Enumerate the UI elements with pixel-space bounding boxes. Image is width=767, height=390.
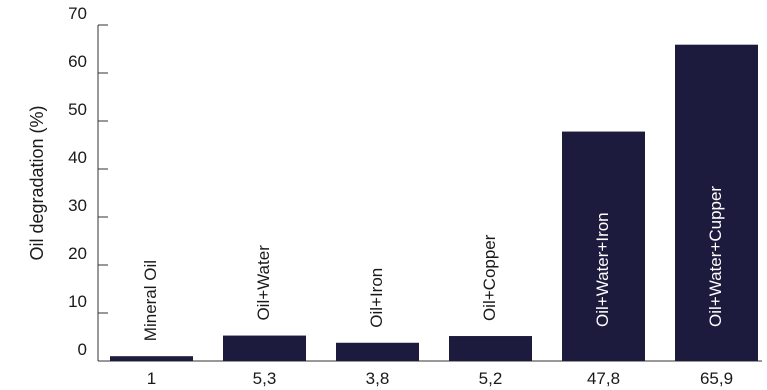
x-value-label: 47,8 <box>587 369 620 388</box>
x-axis-value-labels: 1 5,3 3,8 5,2 47,8 65,9 <box>147 369 733 388</box>
y-tick-label: 10 <box>68 292 87 311</box>
y-axis-title: Oil degradation (%) <box>27 105 47 260</box>
x-value-label: 65,9 <box>700 369 733 388</box>
x-value-label: 5,2 <box>479 369 503 388</box>
y-tick-label: 0 <box>78 340 87 359</box>
y-tick-label: 50 <box>68 100 87 119</box>
bar <box>449 336 532 361</box>
x-value-label: 1 <box>147 369 156 388</box>
bar <box>336 342 419 361</box>
y-tick-label: 40 <box>68 148 87 167</box>
bar <box>110 356 193 361</box>
y-axis-ticks: 0 10 20 30 40 50 60 70 <box>68 4 108 362</box>
bar <box>675 44 758 362</box>
x-value-label: 5,3 <box>253 369 277 388</box>
bar-category-label: Oil+Water <box>254 245 273 321</box>
y-tick-label: 70 <box>68 4 87 23</box>
y-tick-label: 20 <box>68 244 87 263</box>
y-tick-label: 60 <box>68 52 87 71</box>
y-tick-label: 30 <box>68 196 87 215</box>
bar-category-labels: Mineral Oil Oil+Water Oil+Iron Oil+Copper Oi… <box>141 186 725 342</box>
bar-category-label: Oil+Water+Iron <box>593 212 612 327</box>
bar-category-label: Mineral Oil <box>141 260 160 341</box>
axes <box>97 25 762 362</box>
bars <box>110 44 758 362</box>
bar-category-label: Oil+Copper <box>480 234 499 321</box>
bar-category-label: Oil+Iron <box>367 268 386 328</box>
bar <box>562 131 645 361</box>
bar <box>223 335 306 361</box>
bar-category-label: Oil+Water+Cupper <box>706 186 725 327</box>
x-value-label: 3,8 <box>366 369 390 388</box>
